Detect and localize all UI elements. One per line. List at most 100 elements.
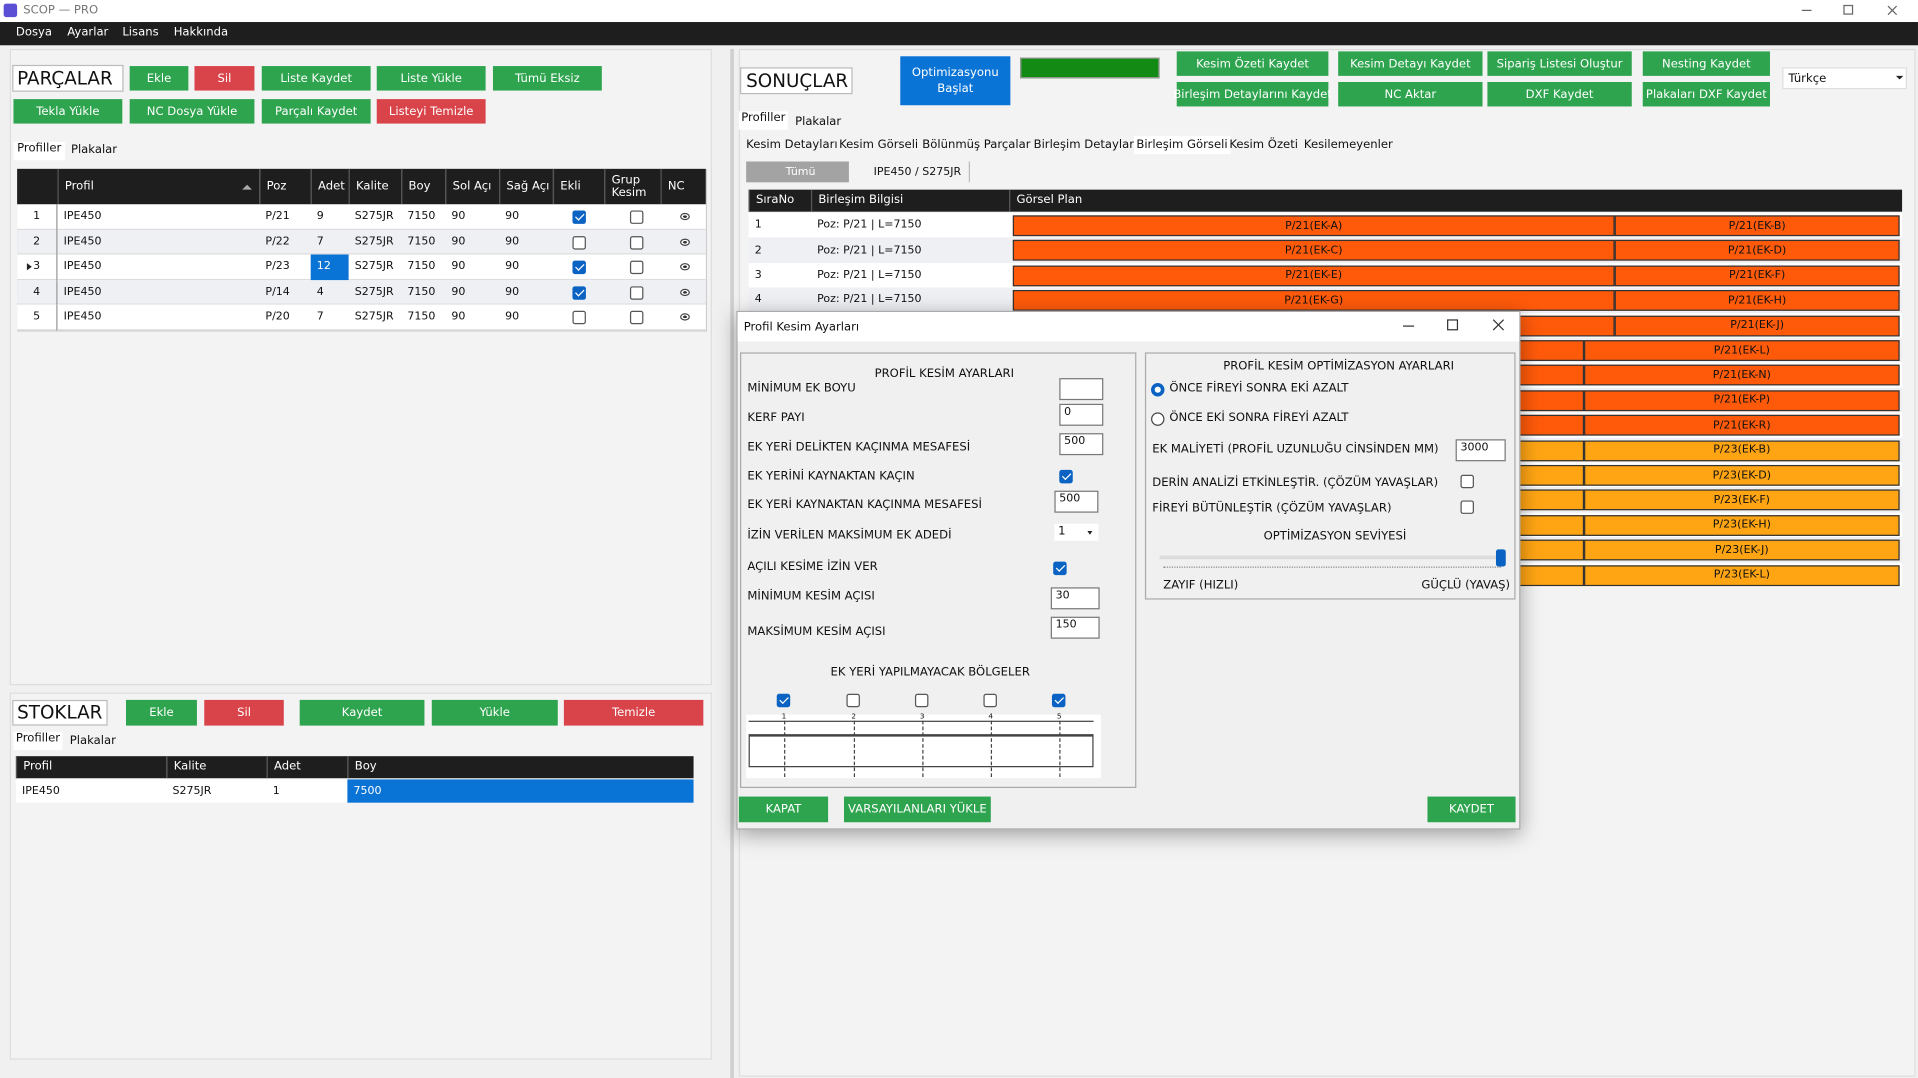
plan-segment[interactable]: P/23(EK-H) <box>1584 514 1900 536</box>
parts-button[interactable]: NC Dosya Yükle <box>129 99 255 124</box>
menu-item[interactable]: Lisans <box>122 25 159 40</box>
zone-checkbox[interactable] <box>983 693 997 708</box>
field-input[interactable] <box>1059 378 1104 401</box>
subtab[interactable]: Bölünmüş Parçalar <box>922 138 1031 152</box>
results-button[interactable]: NC Aktar <box>1338 81 1483 107</box>
results-button[interactable]: Birleşim Detaylarını Kaydet <box>1173 81 1332 107</box>
plan-segment[interactable]: P/21(EK-A) <box>1012 215 1615 237</box>
field-input[interactable]: 500 <box>1054 490 1099 513</box>
zone-checkbox[interactable] <box>776 693 791 708</box>
zone-checkbox[interactable] <box>914 693 929 708</box>
tab[interactable]: Plakalar <box>70 143 118 157</box>
results-button[interactable]: Nesting Kaydet <box>1642 51 1770 76</box>
subtab[interactable]: Kesim Özeti <box>1229 138 1298 152</box>
parts-button[interactable]: Tümü Eksiz <box>492 66 602 91</box>
menu-item[interactable]: Dosya <box>15 25 53 40</box>
radio[interactable] <box>1151 382 1165 397</box>
plan-segment[interactable]: P/23(EK-B) <box>1584 439 1900 461</box>
plan-segment[interactable]: P/23(EK-L) <box>1584 564 1900 586</box>
plan-segment[interactable]: P/23(EK-J) <box>1584 539 1900 561</box>
subtab[interactable]: Kesilemeyenler <box>1303 138 1393 152</box>
ekli-checkbox[interactable] <box>572 210 586 224</box>
nc-icon[interactable] <box>680 212 690 221</box>
plan-segment[interactable]: P/21(EK-F) <box>1614 265 1900 287</box>
tab[interactable]: Profiller <box>13 141 65 161</box>
group-checkbox[interactable] <box>629 310 644 325</box>
plan-segment[interactable]: P/21(EK-E) <box>1012 265 1615 287</box>
field-checkbox[interactable] <box>1053 561 1067 576</box>
group-checkbox[interactable] <box>629 260 644 275</box>
subtab[interactable]: Birleşim Detayları <box>1033 138 1138 152</box>
ekli-checkbox[interactable] <box>572 310 586 325</box>
ekli-checkbox[interactable] <box>572 260 586 275</box>
parts-button[interactable]: Listeyi Temizle <box>376 99 486 124</box>
radio-label[interactable]: ÖNCE EKİ SONRA FİREYİ AZALT <box>1169 411 1349 425</box>
field-input[interactable]: 3000 <box>1455 439 1506 462</box>
nc-icon[interactable] <box>680 237 690 246</box>
plan-segment[interactable]: P/21(EK-N) <box>1584 365 1900 386</box>
plan-segment[interactable]: P/21(EK-P) <box>1584 390 1900 411</box>
group-checkbox[interactable] <box>629 235 644 250</box>
filter[interactable]: IPE450 / S275JR <box>860 161 970 183</box>
stocks-button[interactable]: Sil <box>204 699 284 726</box>
zone-checkbox[interactable] <box>846 693 860 708</box>
nc-icon[interactable] <box>680 288 690 296</box>
plan-segment[interactable]: P/21(EK-G) <box>1012 290 1615 312</box>
dialog-button[interactable]: KAPAT <box>738 796 829 823</box>
dialog-button[interactable]: KAYDET <box>1427 796 1516 823</box>
filter[interactable]: Tümü <box>746 161 849 183</box>
group-checkbox[interactable] <box>629 285 644 300</box>
group-checkbox[interactable] <box>629 210 644 224</box>
minimize[interactable] <box>1801 9 1812 12</box>
parts-button[interactable]: Parçalı Kaydet <box>261 99 371 124</box>
field-input[interactable]: 30 <box>1050 587 1100 610</box>
parts-button[interactable]: Sil <box>194 66 255 91</box>
radio[interactable] <box>1151 412 1165 426</box>
start-button[interactable]: Optimizasyonu Başlat <box>900 56 1011 106</box>
stocks-button[interactable]: Yükle <box>431 699 558 726</box>
ekli-checkbox[interactable] <box>572 235 586 250</box>
stocks-button[interactable]: Temizle <box>563 699 704 726</box>
parts-button[interactable]: Liste Yükle <box>376 66 486 91</box>
ekli-checkbox[interactable] <box>572 285 586 300</box>
field-checkbox[interactable] <box>1059 469 1073 484</box>
plan-segment[interactable]: P/23(EK-F) <box>1584 489 1900 511</box>
maximize[interactable] <box>1447 319 1459 331</box>
nc-icon[interactable] <box>680 263 690 271</box>
plan-segment[interactable]: P/21(EK-D) <box>1614 240 1900 262</box>
stocks-button[interactable]: Kaydet <box>299 699 425 726</box>
zone-checkbox[interactable] <box>1051 693 1066 708</box>
tab[interactable]: Plakalar <box>795 115 842 129</box>
results-button[interactable]: Kesim Özeti Kaydet <box>1176 51 1329 76</box>
plan-segment[interactable]: P/21(EK-L) <box>1584 340 1900 361</box>
tab[interactable]: Profiller <box>738 111 788 130</box>
subtab[interactable]: Birleşim Görseli <box>1133 135 1231 155</box>
field-input[interactable]: 0 <box>1059 403 1104 426</box>
field-input[interactable]: 150 <box>1050 616 1100 639</box>
parts-button[interactable]: Ekle <box>129 66 189 91</box>
plan-segment[interactable]: P/21(EK-H) <box>1614 290 1900 312</box>
plan-segment[interactable]: P/21(EK-B) <box>1614 215 1900 237</box>
language-select[interactable]: Türkçe <box>1782 67 1907 90</box>
parts-button[interactable]: Liste Kaydet <box>261 66 371 91</box>
option-checkbox[interactable] <box>1460 500 1474 514</box>
nc-icon[interactable] <box>680 313 690 321</box>
radio-label[interactable]: ÖNCE FİREYİ SONRA EKİ AZALT <box>1169 381 1349 396</box>
minimize[interactable] <box>1403 325 1415 327</box>
plan-segment[interactable]: P/23(EK-D) <box>1584 464 1900 486</box>
tab[interactable]: Profiller <box>13 731 63 751</box>
parts-button[interactable]: Tekla Yükle <box>13 99 123 124</box>
field-input[interactable]: 500 <box>1059 433 1104 456</box>
stocks-button[interactable]: Ekle <box>125 699 197 726</box>
option-checkbox[interactable] <box>1460 474 1474 489</box>
menu-item[interactable]: Ayarlar <box>67 25 109 40</box>
plan-segment[interactable]: P/21(EK-C) <box>1012 240 1615 262</box>
field-select[interactable]: 1 <box>1054 523 1099 541</box>
maximize[interactable] <box>1843 4 1854 15</box>
plan-segment[interactable]: P/21(EK-R) <box>1584 415 1900 436</box>
menu-item[interactable]: Hakkında <box>173 25 229 40</box>
dialog-button[interactable]: VARSAYILANLARI YÜKLE <box>844 796 991 823</box>
results-button[interactable]: Kesim Detayı Kaydet <box>1338 51 1483 76</box>
subtab[interactable]: Kesim Detayları <box>746 138 838 152</box>
subtab[interactable]: Kesim Görseli <box>839 138 919 152</box>
